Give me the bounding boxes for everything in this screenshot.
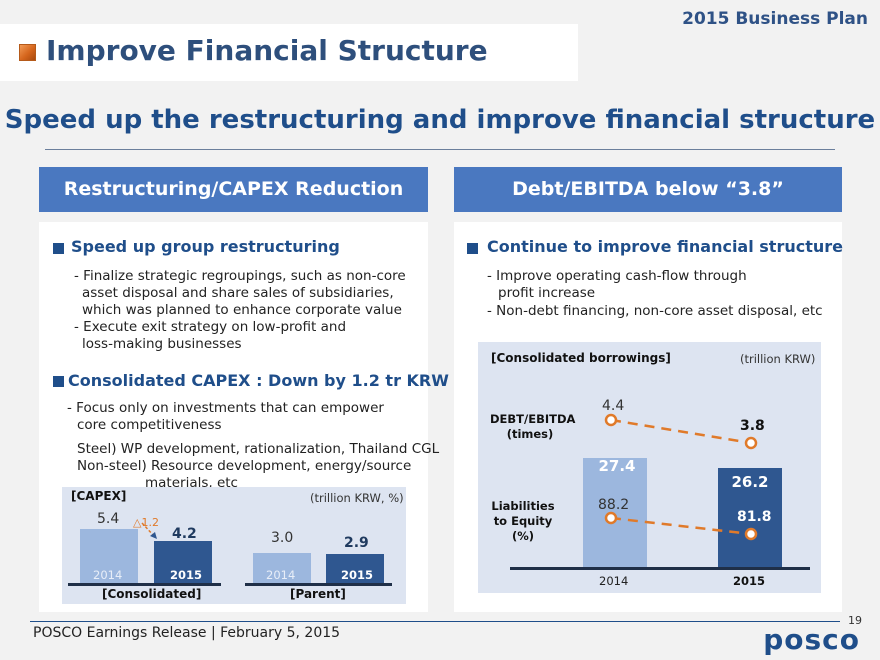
chart-unit: (trillion KRW) xyxy=(740,352,816,366)
data-label: 3.8 xyxy=(740,418,765,434)
group-label: [Parent] xyxy=(290,587,346,601)
axis-line xyxy=(245,583,392,586)
data-label: 3.0 xyxy=(271,530,294,546)
year-label: 2014 xyxy=(266,568,296,582)
left-heading-1: Speed up group restructuring xyxy=(71,237,340,256)
arrow-icon xyxy=(141,522,157,539)
chart-title: [Consolidated borrowings] xyxy=(491,351,671,365)
left-text: which was planned to enhance corporate v… xyxy=(82,302,402,318)
title-bar: Improve Financial Structure xyxy=(0,24,578,81)
series-line-0 xyxy=(610,418,752,445)
capex-bar-2015 xyxy=(326,554,384,583)
borrowings-chart: [Consolidated borrowings] (trillion KRW)… xyxy=(478,342,821,593)
data-label: 2.9 xyxy=(344,535,369,551)
capex-bar-2014 xyxy=(80,529,138,583)
right-text: - Improve operating cash-flow through xyxy=(487,268,747,284)
left-text: loss-making businesses xyxy=(82,336,242,352)
chart-title: [CAPEX] xyxy=(71,489,127,503)
year-label: 2014 xyxy=(599,574,629,588)
decrease-annotation: △1.2 xyxy=(133,516,159,529)
left-text: core competitiveness xyxy=(77,417,222,433)
bullet-icon xyxy=(53,243,64,254)
capex-bar-2014 xyxy=(253,553,311,583)
series-point xyxy=(744,436,758,450)
group-label: [Consolidated] xyxy=(102,587,202,601)
left-heading-2: Consolidated CAPEX : Down by 1.2 tr KRW xyxy=(68,371,449,390)
left-text: - Finalize strategic regroupings, such a… xyxy=(74,268,406,284)
posco-logo: posco xyxy=(763,623,860,656)
data-label: 81.8 xyxy=(737,509,772,525)
bullet-icon xyxy=(467,243,478,254)
series-point xyxy=(744,527,758,541)
left-text: asset disposal and share sales of subsid… xyxy=(82,285,394,301)
data-label: 4.4 xyxy=(602,398,625,414)
data-label: 27.4 xyxy=(598,457,636,475)
year-label: 2015 xyxy=(170,568,203,582)
title-bullet-icon xyxy=(19,44,36,61)
section-label: 2015 Business Plan xyxy=(682,9,868,29)
year-label: 2015 xyxy=(341,568,374,582)
bullet-icon xyxy=(53,376,64,387)
page-subtitle: Speed up the restructuring and improve f… xyxy=(4,105,876,135)
divider xyxy=(45,149,835,150)
page-title: Improve Financial Structure xyxy=(46,34,488,67)
borrowings-bar-2014 xyxy=(583,458,647,567)
series-label: Liabilities xyxy=(491,499,555,513)
left-text: - Execute exit strategy on low-profit an… xyxy=(74,319,347,335)
left-text: Steel) WP development, rationalization, … xyxy=(77,441,440,457)
right-text: - Non-debt financing, non-core asset dis… xyxy=(487,303,823,319)
left-panel-header: Restructuring/CAPEX Reduction xyxy=(39,167,428,212)
year-label: 2015 xyxy=(733,574,766,588)
borrowings-bar-2015 xyxy=(718,468,782,567)
series-label: DEBT/EBITDA xyxy=(490,412,576,426)
axis-line xyxy=(510,567,810,570)
series-point xyxy=(604,511,618,525)
footer-text: POSCO Earnings Release | February 5, 201… xyxy=(33,625,341,641)
year-label: 2014 xyxy=(93,568,123,582)
series-label: (times) xyxy=(506,427,554,441)
line-overlay xyxy=(604,413,758,541)
right-panel-header: Debt/EBITDA below “3.8” xyxy=(454,167,842,212)
data-label: 4.2 xyxy=(172,526,197,542)
data-label: 5.4 xyxy=(97,511,120,527)
page-number: 19 xyxy=(848,614,862,627)
series-label: (%) xyxy=(511,529,535,543)
chart-unit: (trillion KRW, %) xyxy=(310,491,404,505)
capex-bar-2015 xyxy=(154,541,212,583)
series-label: to Equity xyxy=(493,514,553,528)
data-label: 88.2 xyxy=(598,497,630,513)
left-text: Non-steel) Resource development, energy/… xyxy=(77,458,412,474)
capex-chart: [CAPEX] (trillion KRW, %) 5.4 4.2 3.0 2.… xyxy=(62,487,406,604)
footer-divider xyxy=(30,621,840,622)
right-text: profit increase xyxy=(498,285,596,301)
data-label: 26.2 xyxy=(731,473,769,491)
axis-line xyxy=(68,583,221,586)
left-text: - Focus only on investments that can emp… xyxy=(67,400,384,416)
series-line-1 xyxy=(610,516,752,536)
series-point xyxy=(604,413,618,427)
right-heading-1: Continue to improve financial structure xyxy=(487,237,843,256)
